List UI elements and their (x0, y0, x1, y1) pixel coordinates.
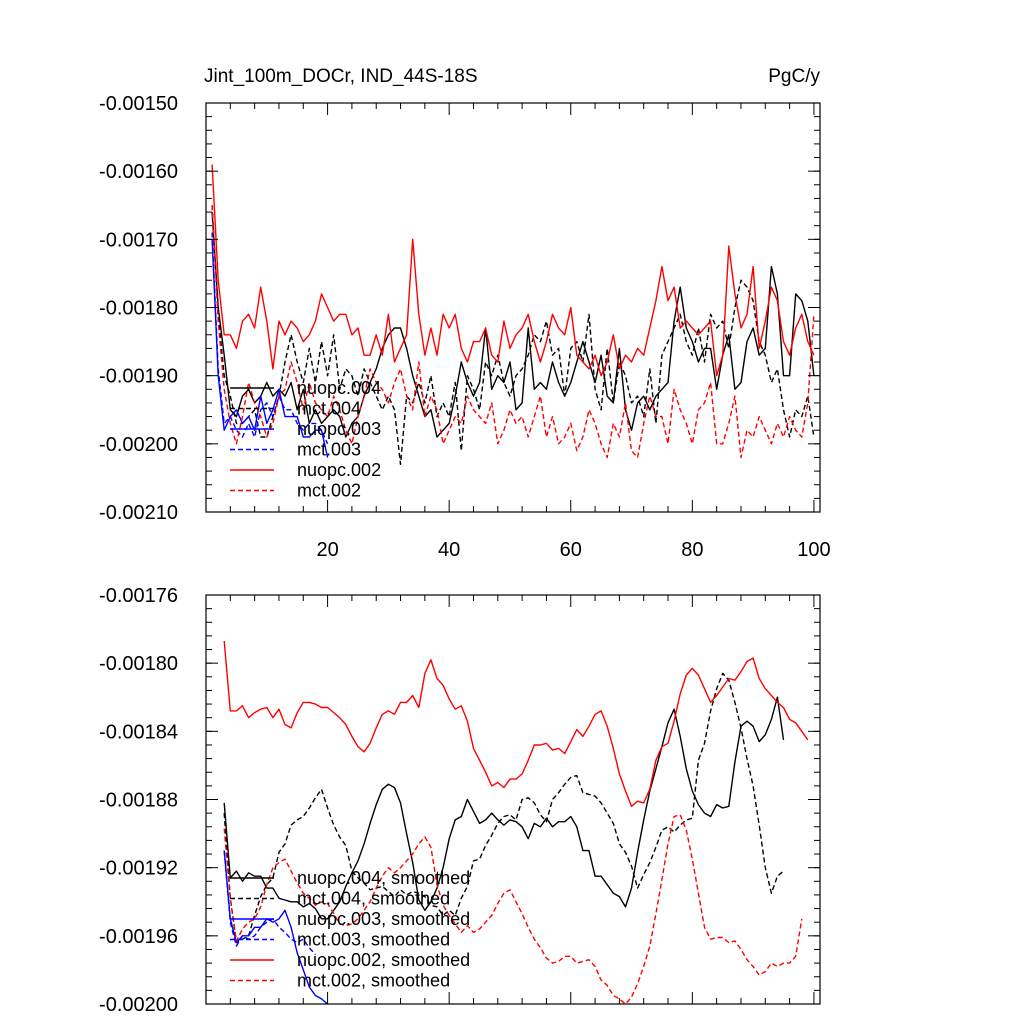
bottom-y-tick-label: -0.00180 (99, 653, 178, 675)
bottom-plot-area (223, 640, 809, 1004)
top-x-tick-label: 20 (316, 539, 338, 561)
top-legend-label: nuopc.003 (297, 419, 381, 439)
top-y-tick-label: -0.00150 (99, 93, 178, 115)
top-legend-label: nuopc.004 (297, 378, 381, 398)
top-series-nuopc-003 (211, 239, 329, 458)
bottom-series-mct-003-smoothed (223, 850, 316, 956)
top-legend-label: mct.003 (297, 440, 361, 460)
bottom-legend-label: nuopc.002, smoothed (297, 950, 470, 970)
bottom-legend-label: mct.002, smoothed (297, 971, 450, 991)
top-plot-area (211, 164, 815, 465)
top-panel-units: PgC/y (768, 66, 820, 87)
bottom-panel: -0.00176 -0.00180 -0.00184 -0.00188 -0.00192… (99, 585, 821, 1016)
bottom-series-mct-002-smoothed (223, 814, 803, 1004)
top-y-tick-label: -0.00170 (99, 229, 178, 251)
top-panel-title: Jint_100m_DOCr, IND_44S-18S (204, 66, 478, 87)
top-series-mct-002 (211, 205, 815, 459)
bottom-series-nuopc-004-smoothed (223, 696, 785, 920)
top-y-tick-label: -0.00210 (99, 502, 178, 524)
top-legend-label: mct.004 (297, 399, 361, 419)
top-x-tick-label: 60 (560, 539, 582, 561)
top-y-tick-label: -0.00180 (99, 298, 178, 320)
top-y-tick-label: -0.00200 (99, 434, 178, 456)
bottom-legend-label: mct.003, smoothed (297, 930, 450, 950)
bottom-y-tick-label: -0.00188 (99, 790, 178, 812)
top-series-nuopc-004 (211, 212, 815, 438)
bottom-legend-label: nuopc.004, smoothed (297, 868, 470, 888)
top-series-nuopc-002 (211, 164, 815, 377)
top-y-tick-label: -0.00160 (99, 161, 178, 183)
bottom-axes: -0.00176 -0.00180 -0.00184 -0.00188 -0.00192… (99, 585, 820, 1016)
bottom-y-tick-label: -0.00200 (99, 994, 178, 1016)
top-plot-frame (205, 102, 821, 513)
bottom-y-tick-label: -0.00196 (99, 926, 178, 948)
top-panel: Jint_100m_DOCr, IND_44S-18S PgC/y 20 40 60… (99, 66, 831, 561)
bottom-legend-label: nuopc.003, smoothed (297, 909, 470, 929)
bottom-legend-label: mct.004, smoothed (297, 889, 450, 909)
bottom-series-nuopc-002-smoothed (223, 640, 809, 807)
bottom-y-tick-label: -0.00192 (99, 858, 178, 880)
top-x-tick-label: 80 (681, 539, 703, 561)
top-axes: 20 40 60 80 100 -0.00150 -0.00160 -0.00170 -0.00… (99, 93, 831, 561)
bottom-plot-frame (205, 594, 821, 1005)
top-legend-label: nuopc.002 (297, 460, 381, 480)
top-series-mct-004 (211, 205, 815, 465)
bottom-series-mct-004-smoothed (223, 672, 784, 944)
top-legend-label: mct.002 (297, 481, 361, 501)
top-y-tick-label: -0.00190 (99, 366, 178, 388)
top-legend: nuopc.004mct.004nuopc.003mct.003nuopc.00… (230, 378, 381, 501)
bottom-y-tick-label: -0.00184 (99, 721, 178, 743)
bottom-y-tick-label: -0.00176 (99, 585, 178, 607)
top-series-mct-003 (211, 232, 329, 445)
top-x-tick-label: 40 (438, 539, 460, 561)
top-x-tick-label: 100 (797, 539, 830, 561)
